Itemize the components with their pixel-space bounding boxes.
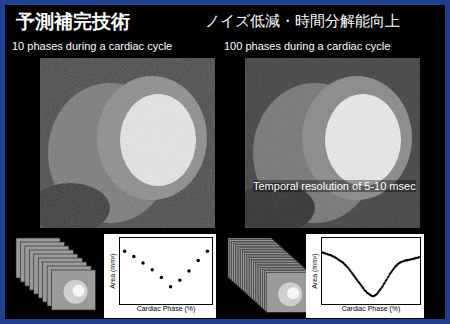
svg-text:Cardiac Phase (%): Cardiac Phase (%) xyxy=(137,305,196,313)
svg-text:Cardiac Phase (%): Cardiac Phase (%) xyxy=(342,305,401,313)
html-text:ノイズ低減・時間分解能向上: ノイズ低減・時間分解能向上 xyxy=(205,12,400,29)
html-text:10 phases during a cardiac cyc: 10 phases during a cardiac cycle xyxy=(12,40,173,52)
svg-text:Area (mm²): Area (mm²) xyxy=(311,253,319,288)
svg-text:Area (mm²): Area (mm²) xyxy=(109,253,117,288)
html-text:100 phases during a cardiac cy: 100 phases during a cardiac cycle xyxy=(224,40,391,52)
html-text:予測補完技術: 予測補完技術 xyxy=(16,11,130,32)
html-text:Temporal resolution of 5-10 ms: Temporal resolution of 5-10 msec xyxy=(253,180,416,192)
